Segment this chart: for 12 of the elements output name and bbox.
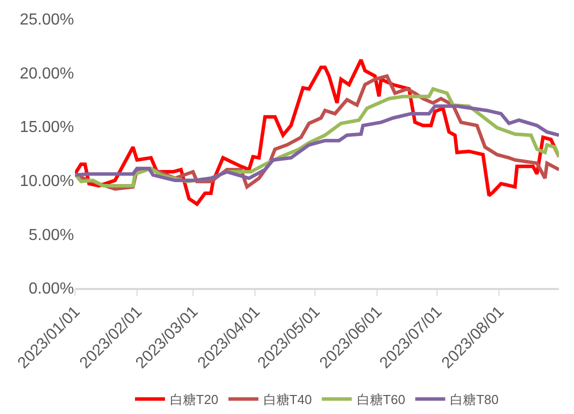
y-tick-label: 10.00% [20, 173, 74, 190]
y-tick-label: 15.00% [20, 119, 74, 136]
y-tick-label: 25.00% [20, 12, 74, 29]
legend-label: 白糖T40 [263, 392, 312, 408]
y-tick-label: 20.00% [20, 65, 74, 82]
y-tick-label: 5.00% [28, 226, 74, 244]
legend-label: 白糖T80 [450, 392, 499, 408]
legend-label: 白糖T60 [356, 392, 406, 408]
y-tick-label: 0.00% [28, 280, 74, 298]
legend-label: 白糖T20 [170, 392, 218, 408]
line-series [75, 58, 559, 206]
line-series [75, 104, 559, 182]
